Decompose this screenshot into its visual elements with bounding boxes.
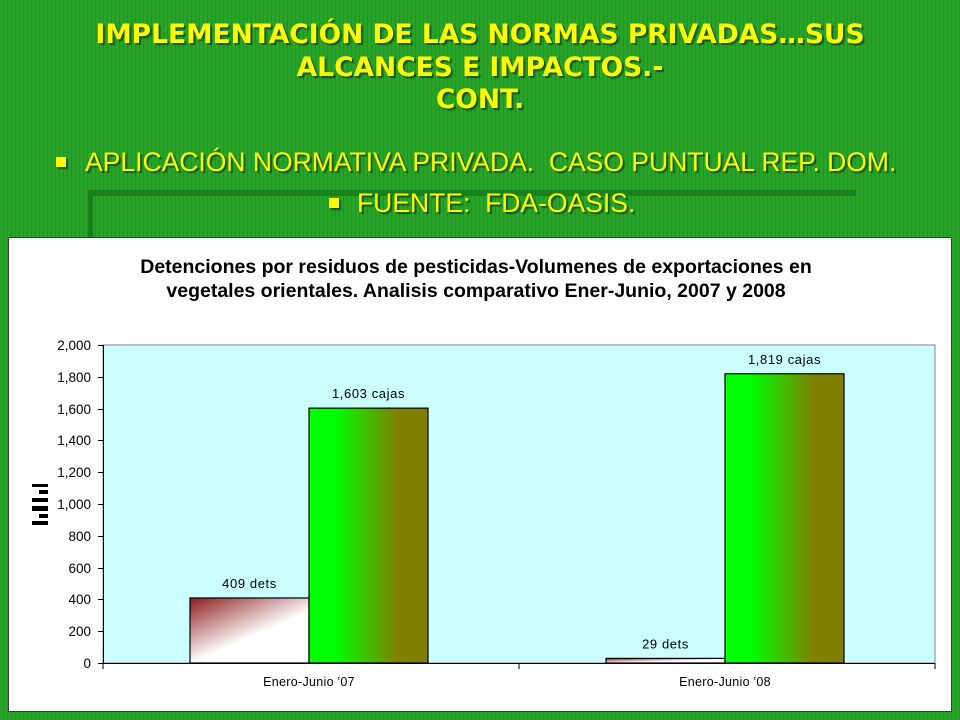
data-label: 1,603 cajas [332, 386, 405, 401]
square-bullet-icon [329, 198, 339, 208]
y-tick-label: 1,200 [57, 465, 91, 480]
data-label: 1,819 cajas [748, 352, 821, 367]
y-tick-label: 1,600 [57, 402, 91, 417]
bar-chart-icon [32, 484, 48, 525]
bar-series-1 [605, 657, 726, 664]
data-label: 29 dets [642, 636, 689, 651]
y-tick-label: 1,000 [57, 497, 91, 512]
bullet-text: APLICACIÓN NORMATIVA PRIVADA. CASO PUNTU… [85, 147, 897, 177]
x-category-label: Enero-Junio '07 [263, 675, 355, 689]
bar-series-2 [308, 407, 429, 664]
bar-chart: Detenciones por residuos de pesticidas-V… [32, 256, 936, 689]
chart-panel: Detenciones por residuos de pesticidas-V… [8, 237, 952, 712]
x-category-label: Enero-Junio '08 [679, 675, 771, 689]
y-tick-label: 2,000 [57, 338, 91, 353]
slide-title-line: CONT. [435, 84, 525, 115]
square-bullet-icon [56, 157, 66, 167]
y-tick-label: 200 [68, 624, 91, 639]
bar-series-1 [189, 597, 310, 664]
data-label: 409 dets [222, 576, 277, 591]
chart-title-line: Detenciones por residuos de pesticidas-V… [140, 256, 812, 278]
bar-series-2 [724, 373, 845, 664]
slide-title-line: IMPLEMENTACIÓN DE LAS NORMAS PRIVADAS…SU… [95, 19, 865, 50]
y-tick-label: 400 [68, 592, 91, 607]
y-tick-label: 1,800 [57, 370, 91, 385]
y-tick-label: 0 [83, 656, 91, 671]
textbox-shadow [88, 190, 856, 238]
chart-marks: 0 200 400 600 800 1,000 1,200 1,400 1,600 1,800 2,… [57, 338, 936, 689]
chart-title-line: vegetales orientales. Analisis comparati… [166, 280, 785, 302]
y-tick-label: 600 [68, 561, 91, 576]
slide-title-line: ALCANCES E IMPACTOS.- [296, 51, 664, 83]
slide-title: IMPLEMENTACIÓN DE LAS NORMAS PRIVADAS…SU… [0, 19, 960, 117]
y-tick-label: 800 [68, 529, 91, 544]
y-tick-label: 1,400 [57, 433, 91, 448]
bullet-text: FUENTE: FDA-OASIS. [357, 188, 636, 218]
